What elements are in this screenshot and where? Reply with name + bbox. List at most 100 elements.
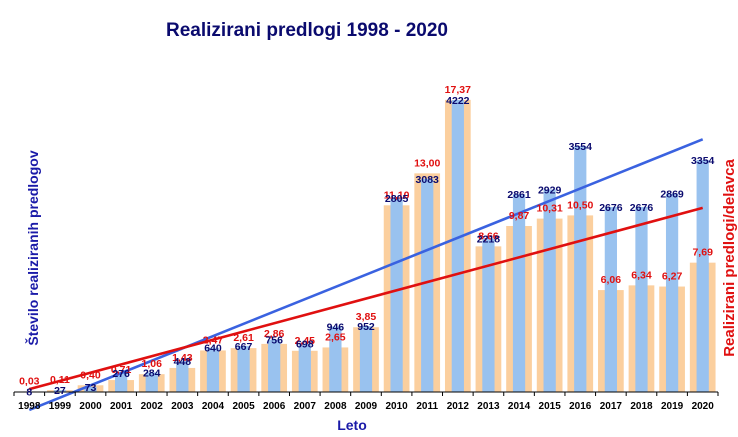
x-tick-2001: 2001 (110, 401, 133, 412)
ratio-label-2004: 2,47 (203, 334, 224, 346)
ratio-label-1998: 0,03 (19, 375, 40, 387)
count-bar-2000 (84, 386, 97, 392)
ratio-label-2010: 11,10 (384, 189, 410, 201)
ratio-label-2012: 17,37 (445, 84, 471, 96)
ratio-label-2017: 6,06 (601, 274, 622, 286)
count-bar-2018 (635, 206, 648, 392)
count-label-1999: 27 (54, 385, 66, 397)
count-bar-2006 (268, 339, 281, 392)
count-label-2014: 2861 (507, 189, 531, 201)
ratio-label-2001: 0,71 (111, 364, 132, 376)
count-bar-2013 (482, 238, 495, 392)
count-label-2013: 2218 (477, 234, 501, 246)
x-tick-1998: 1998 (18, 401, 41, 412)
count-bar-2002 (145, 372, 158, 392)
count-bar-2020 (696, 160, 709, 392)
count-bar-2001 (115, 372, 128, 392)
ratio-label-2007: 2,45 (295, 335, 316, 347)
ratio-label-2020: 7,69 (692, 247, 713, 259)
x-tick-2010: 2010 (385, 401, 408, 412)
x-tick-2009: 2009 (355, 401, 378, 412)
ratio-label-2013: 8,66 (478, 230, 499, 242)
count-label-2017: 2676 (599, 202, 623, 214)
count-label-2006: 756 (265, 335, 283, 347)
chart-title: Realizirani predlogi 1998 - 2020 (166, 20, 448, 41)
ratio-label-2015: 10,31 (537, 203, 563, 215)
count-label-2012: 4222 (446, 95, 470, 107)
count-label-2008: 946 (327, 322, 345, 334)
x-tick-2018: 2018 (630, 401, 653, 412)
count-label-2020: 3354 (691, 155, 715, 167)
count-bar-2017 (604, 206, 617, 392)
trendlines (28, 138, 704, 412)
count-bars (23, 99, 709, 392)
count-bar-2010 (390, 197, 403, 392)
ratio-label-2003: 1,43 (172, 352, 193, 364)
count-bar-2007 (298, 343, 311, 392)
x-tick-2013: 2013 (477, 401, 500, 412)
x-tick-2000: 2000 (79, 401, 102, 412)
count-label-2002: 284 (143, 367, 161, 379)
x-tick-2011: 2011 (416, 401, 438, 412)
x-tick-labels: 1998 1999 2000 2001 2002 2003 2004 2005 2006 2007… (13, 392, 719, 412)
x-tick-2019: 2019 (661, 401, 684, 412)
x-tick-2017: 2017 (600, 401, 623, 412)
count-bar-2005 (237, 345, 250, 392)
x-tick-2007: 2007 (294, 401, 317, 412)
ratio-label-2002: 1,06 (142, 358, 163, 370)
count-bar-2019 (665, 193, 679, 392)
count-label-2004: 640 (204, 343, 222, 355)
ratio-label-2000: 0,40 (80, 369, 101, 381)
ratio-label-2019: 6,27 (662, 271, 683, 283)
trendline-left (28, 138, 704, 412)
x-axis-label: Leto (337, 417, 367, 433)
x-tick-2006: 2006 (263, 401, 286, 412)
x-tick-2003: 2003 (171, 401, 194, 412)
count-label-2011: 3083 (416, 174, 440, 186)
count-label-2001: 276 (112, 368, 130, 380)
count-bar-2014 (512, 194, 526, 392)
y-axis-label: Število realiziranih predlogov (24, 150, 41, 345)
count-bar-2011 (421, 178, 434, 392)
count-bar-2008 (329, 326, 342, 392)
count-label-2003: 448 (174, 356, 192, 368)
ratio-label-2011: 13,00 (414, 157, 440, 169)
count-label-2015: 2929 (538, 184, 562, 196)
count-label-2000: 73 (85, 382, 97, 394)
count-data-labels: 8 27 73 276 284 448 640 667 756 698 946 952 2805 3083… (26, 95, 714, 398)
count-label-2005: 667 (235, 341, 253, 353)
count-bar-1999 (53, 390, 67, 392)
x-tick-2020: 2020 (692, 401, 715, 412)
ratio-label-2006: 2,86 (264, 328, 285, 340)
count-bar-2009 (359, 326, 373, 392)
ratio-data-labels: 0,03 0,11 0,40 0,71 1,06 1,43 2,47 2,61 2,86 2,45… (19, 84, 713, 388)
trendline-right (28, 206, 704, 391)
x-tick-2016: 2016 (569, 401, 592, 412)
count-bar-2015 (543, 189, 556, 392)
x-tick-1999: 1999 (49, 401, 72, 412)
x-tick-2005: 2005 (232, 401, 255, 412)
ratio-label-2009: 3,85 (356, 311, 377, 323)
count-label-2018: 2676 (630, 202, 654, 214)
ratio-label-2016: 10,50 (567, 199, 593, 211)
count-label-1998: 8 (26, 386, 32, 398)
count-label-2019: 2869 (660, 189, 684, 201)
x-tick-2015: 2015 (539, 401, 562, 412)
x-tick-2008: 2008 (324, 401, 347, 412)
ratio-label-1999: 0,11 (50, 374, 70, 386)
y2-axis-label: Realizirani predlogi/delavca (721, 159, 738, 357)
x-tick-2012: 2012 (447, 401, 470, 412)
count-label-2016: 3554 (569, 141, 593, 153)
count-bar-2004 (206, 347, 220, 392)
count-bar-2012 (451, 99, 464, 392)
x-tick-2014: 2014 (508, 401, 531, 412)
count-bar-2003 (176, 361, 189, 392)
x-tick-2002: 2002 (141, 401, 164, 412)
count-label-2009: 952 (357, 321, 375, 333)
ratio-label-2008: 2,65 (325, 331, 346, 343)
ratio-label-2014: 9,87 (509, 210, 530, 222)
count-label-2010: 2805 (385, 193, 409, 205)
count-label-2007: 698 (296, 339, 314, 351)
x-tick-2004: 2004 (202, 401, 225, 412)
ratio-label-2005: 2,61 (233, 332, 254, 344)
